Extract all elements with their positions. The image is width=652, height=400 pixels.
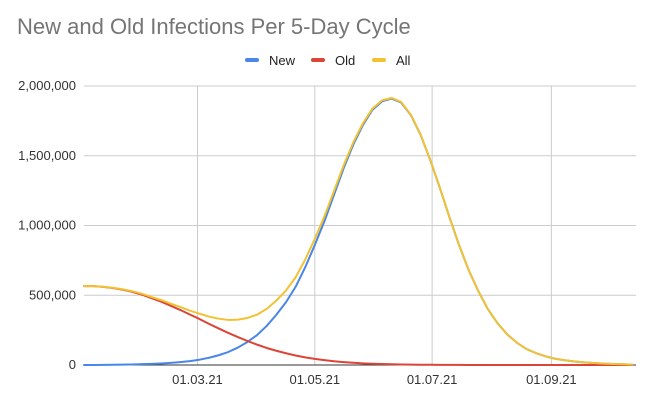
x-tick-label: 01.07.21 [407, 372, 458, 387]
chart-title: New and Old Infections Per 5-Day Cycle [17, 14, 411, 39]
x-tick-label: 01.05.21 [289, 372, 340, 387]
legend-swatch-old [311, 58, 325, 62]
legend-label-new: New [269, 52, 296, 68]
legend-label-all: All [396, 52, 411, 68]
legend-item-new[interactable]: New [245, 50, 295, 70]
y-tick-label: 2,000,000 [18, 78, 76, 93]
series-line-all [83, 96, 634, 366]
y-tick-label: 1,000,000 [18, 218, 76, 233]
legend-swatch-all [372, 58, 386, 62]
y-tick-label: 500,000 [29, 287, 76, 302]
y-tick-label: 0 [69, 357, 76, 372]
y-tick-label: 1,500,000 [18, 148, 76, 163]
x-tick-label: 01.09.21 [526, 372, 577, 387]
legend-label-old: Old [335, 52, 356, 68]
legend-swatch-new [245, 58, 259, 62]
legend-item-all[interactable]: All [372, 50, 410, 70]
x-tick-label: 01.03.21 [172, 372, 223, 387]
legend: New Old All [0, 50, 652, 70]
series-line-new [83, 97, 634, 366]
legend-item-old[interactable]: Old [311, 50, 355, 70]
series-line-old [83, 285, 634, 366]
